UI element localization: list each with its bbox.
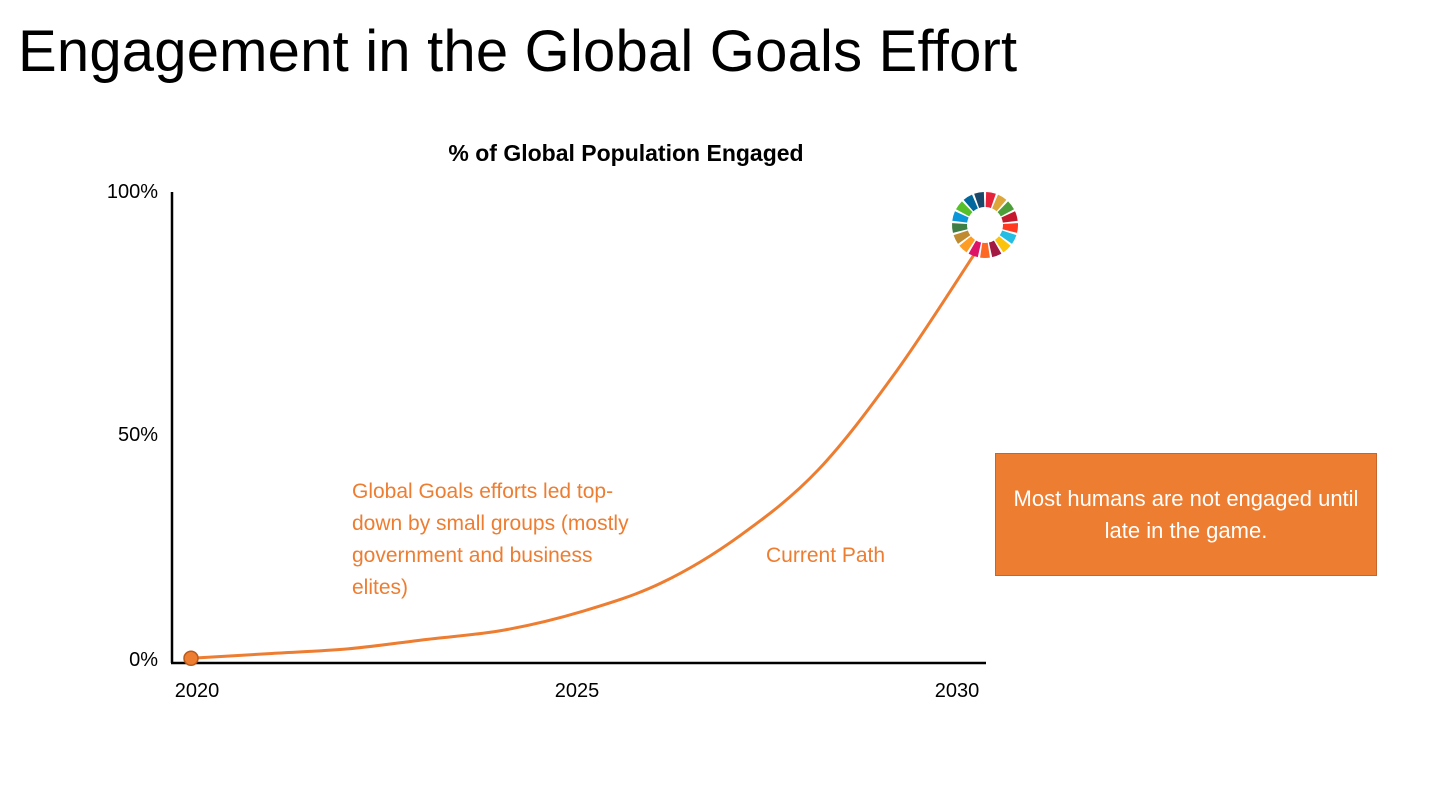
sdg-wheel-segment — [953, 230, 971, 244]
sdg-wheel-segment — [999, 230, 1017, 244]
annotation-current-path: Current Path — [766, 544, 886, 567]
x-tick-label: 2030 — [934, 680, 980, 702]
chart-title: % of Global Population Engaged — [448, 140, 804, 166]
callout-box: Most humans are not engaged until late i… — [995, 453, 1377, 576]
sdg-wheel-segment — [968, 240, 982, 258]
sdg-wheel-segment — [951, 223, 968, 233]
sdg-wheel-segment — [980, 242, 990, 258]
sdg-wheel-segment — [959, 236, 975, 253]
start-point-marker — [183, 650, 199, 667]
sdg-wheel-segment — [955, 201, 973, 217]
annotation-efforts: Global Goals efforts led top-down by sma… — [352, 480, 629, 599]
x-tick-label: 2020 — [174, 680, 220, 702]
y-tick-label: 0% — [129, 649, 158, 671]
sdg-wheel-segment — [1001, 211, 1018, 223]
sdg-wheel-segment — [997, 201, 1015, 217]
sdg-wheel-segment — [995, 236, 1011, 253]
sdg-wheel-segment — [963, 194, 978, 212]
y-tick-label: 100% — [106, 181, 158, 203]
sdg-wheel-segment — [992, 194, 1007, 212]
sdg-wheel-segment — [988, 240, 1002, 258]
x-tick-label: 2025 — [554, 680, 600, 702]
callout-text: Most humans are not engaged until late i… — [1013, 485, 1359, 543]
series-line-current-path — [190, 252, 977, 660]
y-tick-label: 50% — [117, 424, 158, 446]
slide-title: Engagement in the Global Goals Effort — [18, 19, 1018, 84]
sdg-color-wheel-icon — [951, 191, 1019, 258]
sdg-wheel-segment — [1002, 223, 1019, 233]
sdg-wheel-segment — [985, 191, 996, 208]
sdg-wheel-segment — [952, 211, 969, 223]
sdg-wheel-segment — [974, 191, 985, 208]
